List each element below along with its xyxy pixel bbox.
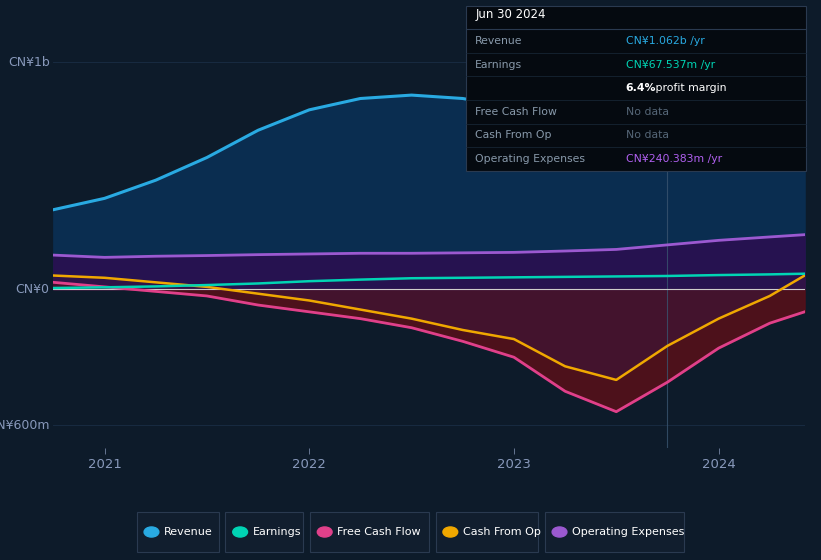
Text: Cash From Op: Cash From Op bbox=[475, 130, 552, 141]
Text: CN¥1.062b /yr: CN¥1.062b /yr bbox=[626, 36, 704, 46]
Text: -CN¥600m: -CN¥600m bbox=[0, 419, 49, 432]
Text: Revenue: Revenue bbox=[163, 527, 213, 537]
Text: Jun 30 2024: Jun 30 2024 bbox=[475, 8, 546, 21]
Text: CN¥240.383m /yr: CN¥240.383m /yr bbox=[626, 154, 722, 164]
Text: Earnings: Earnings bbox=[475, 59, 522, 69]
Text: Free Cash Flow: Free Cash Flow bbox=[475, 107, 557, 117]
Text: Cash From Op: Cash From Op bbox=[463, 527, 540, 537]
Text: Earnings: Earnings bbox=[253, 527, 301, 537]
Text: No data: No data bbox=[626, 107, 668, 117]
Text: CN¥67.537m /yr: CN¥67.537m /yr bbox=[626, 59, 715, 69]
Text: Operating Expenses: Operating Expenses bbox=[572, 527, 684, 537]
Text: CN¥0: CN¥0 bbox=[16, 283, 49, 296]
Text: No data: No data bbox=[626, 130, 668, 141]
Text: CN¥1b: CN¥1b bbox=[8, 55, 49, 69]
Text: Revenue: Revenue bbox=[475, 36, 523, 46]
Text: Operating Expenses: Operating Expenses bbox=[475, 154, 585, 164]
Text: 6.4%: 6.4% bbox=[626, 83, 656, 93]
Text: profit margin: profit margin bbox=[652, 83, 727, 93]
Text: Free Cash Flow: Free Cash Flow bbox=[337, 527, 420, 537]
